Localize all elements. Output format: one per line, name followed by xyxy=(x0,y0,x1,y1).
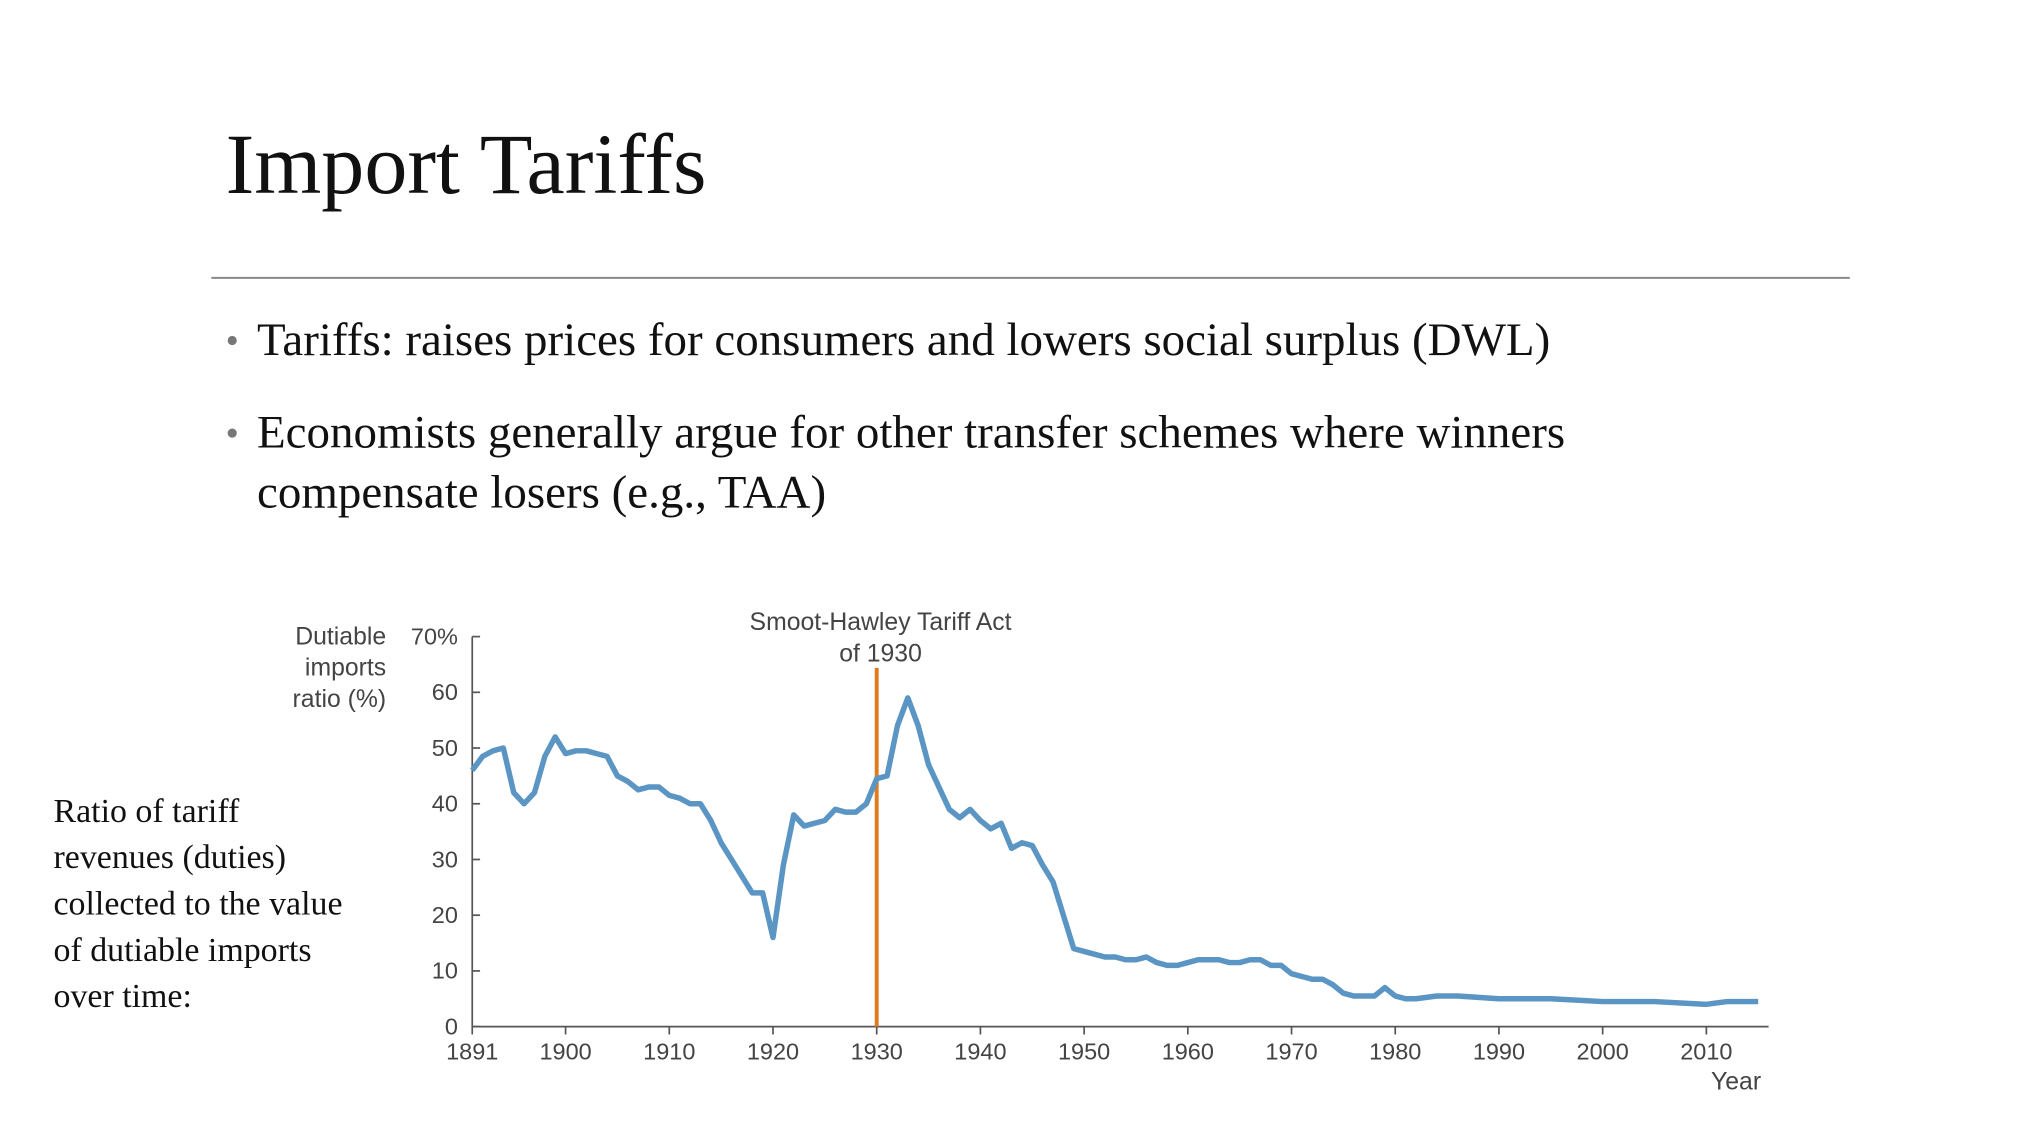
slide-title: Import Tariffs xyxy=(226,116,707,212)
bullet-list: Tariffs: raises prices for consumers and… xyxy=(227,314,1565,518)
x-tick-label: 2010 xyxy=(1680,1038,1732,1064)
bullet-text: Tariffs: raises prices for consumers and… xyxy=(257,314,1550,366)
y-tick-label: 30 xyxy=(432,846,458,872)
x-tick-label: 1920 xyxy=(747,1038,799,1064)
x-tick-label: 1950 xyxy=(1058,1038,1110,1064)
x-axis-label: Year xyxy=(1711,1068,1761,1095)
x-tick-label: 1891 xyxy=(446,1038,498,1064)
x-tick-label: 1990 xyxy=(1473,1038,1525,1064)
bullet-dot xyxy=(227,428,237,438)
bullet-text: compensate losers (e.g., TAA) xyxy=(257,466,826,518)
side-note-line: of dutiable imports xyxy=(53,932,311,969)
x-tick-label: 1900 xyxy=(539,1038,591,1064)
y-tick-label: 10 xyxy=(432,958,458,984)
x-tick-label: 1980 xyxy=(1369,1038,1421,1064)
y-tick-label: 60 xyxy=(432,679,458,705)
side-note-line: revenues (duties) xyxy=(53,839,286,876)
x-tick-label: 1910 xyxy=(643,1038,695,1064)
side-note-line: collected to the value xyxy=(53,885,342,922)
bullet-dot xyxy=(227,335,237,346)
y-tick-label: 20 xyxy=(432,902,458,928)
annotation-text: of 1930 xyxy=(839,640,922,667)
bullet-text: Economists generally argue for other tra… xyxy=(257,406,1565,458)
data-line xyxy=(470,695,1759,1008)
y-axis-label: Dutiable xyxy=(295,623,386,650)
side-note-line: over time: xyxy=(53,978,191,1015)
x-tick-label: 2000 xyxy=(1577,1038,1629,1064)
side-note: Ratio of tariff revenues (duties) collecte… xyxy=(53,793,342,1015)
chart: 0 10 20 30 40 50 60 70% 1891 1900 1910 1920 1930 1940… xyxy=(293,609,1769,1095)
x-tick-label: 1970 xyxy=(1265,1038,1317,1064)
y-tick-label: 40 xyxy=(432,791,458,817)
y-tick-label: 70% xyxy=(411,623,458,649)
y-tick-label: 0 xyxy=(445,1013,458,1039)
y-axis-label: imports xyxy=(305,655,386,682)
y-tick-label: 50 xyxy=(432,735,458,761)
x-tick-label: 1940 xyxy=(954,1038,1006,1064)
side-note-line: Ratio of tariff xyxy=(53,793,240,830)
annotation-text: Smoot-Hawley Tariff Act xyxy=(750,609,1012,636)
x-tick-label: 1960 xyxy=(1162,1038,1214,1064)
x-tick-label: 1930 xyxy=(851,1038,903,1064)
y-axis-label: ratio (%) xyxy=(293,686,387,713)
